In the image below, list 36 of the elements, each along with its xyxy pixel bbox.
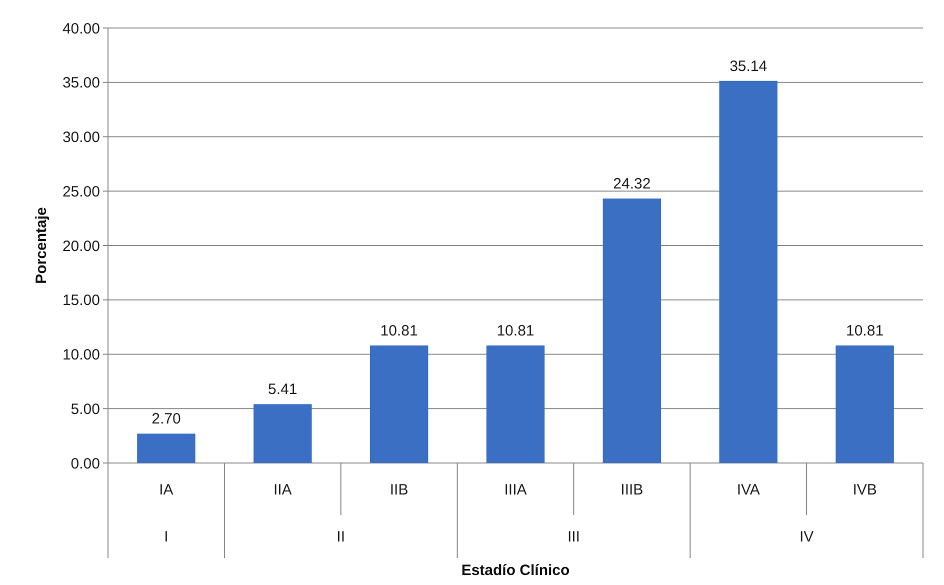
bar: [486, 345, 545, 463]
y-tick-label: 20.00: [62, 238, 100, 255]
y-tick-label: 25.00: [62, 183, 100, 200]
x-tick-label: IIB: [390, 481, 408, 498]
text: II: [336, 528, 346, 546]
data-label: 5.41: [268, 381, 298, 398]
data-label: 10.81: [496, 322, 534, 340]
data-label: 10.81: [380, 322, 418, 340]
x-axis-title: Estadío Clínico: [461, 562, 570, 579]
data-label: 10.81: [846, 322, 884, 340]
x-tick-label: IIA: [273, 481, 292, 498]
bar: [137, 434, 196, 463]
text: I: [164, 528, 168, 546]
y-tick-label: 10.00: [62, 346, 100, 364]
y-tick-label: 5.00: [70, 400, 100, 418]
x-tick-label: IVB: [852, 481, 877, 498]
y-tick-label: 15.00: [62, 292, 100, 310]
text: III: [567, 528, 580, 546]
x-tick-label: IIIB: [620, 481, 644, 498]
bar: [254, 404, 312, 463]
x-tick-label: IA: [159, 481, 174, 498]
data-label: 24.32: [613, 176, 651, 193]
y-tick-label: 35.00: [62, 74, 100, 92]
data-label: 35.14: [730, 58, 768, 75]
y-tick-label: 40.00: [62, 20, 100, 38]
y-tick-label: 30.00: [62, 129, 100, 146]
bar: [602, 198, 662, 463]
x-tick-label: IVA: [736, 481, 760, 498]
data-label: 2.70: [152, 410, 181, 428]
text: IV: [799, 528, 814, 546]
x-tick-label: IIIA: [504, 481, 527, 498]
y-tick-label: 0.00: [70, 455, 100, 472]
bar: [719, 80, 778, 463]
bar: [370, 345, 428, 463]
bar: [836, 345, 894, 463]
y-axis-title: Porcentaje: [33, 207, 50, 284]
